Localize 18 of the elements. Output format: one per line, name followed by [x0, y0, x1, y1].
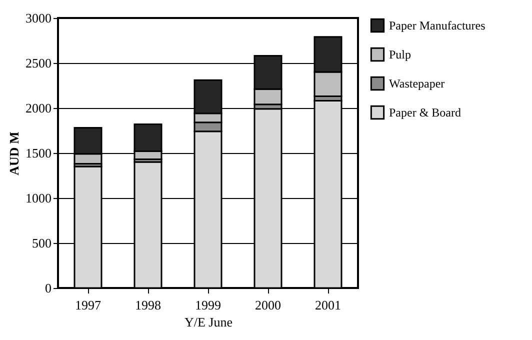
y-tick-label: 0 — [45, 280, 52, 296]
y-axis-title: AUD M — [6, 132, 22, 176]
legend-label: Paper Manufactures — [389, 18, 486, 32]
y-tick-label: 500 — [32, 236, 52, 250]
y-tick-label: 1000 — [26, 190, 52, 206]
y-tick-label: 1500 — [26, 146, 52, 160]
y-tick-label: 2500 — [26, 56, 52, 70]
x-axis-title: Y/E June — [184, 314, 233, 330]
y-tick-label: 2000 — [26, 100, 52, 116]
legend-label: Pulp — [389, 48, 412, 62]
x-tick-label: 1999 — [195, 298, 221, 312]
legend-label: Paper & Board — [389, 106, 461, 120]
x-tick-label: 1998 — [135, 298, 161, 312]
x-tick-label: 2001 — [315, 298, 341, 312]
y-tick-label: 3000 — [26, 10, 52, 26]
legend-label: Wastepaper — [389, 76, 445, 90]
x-tick-label: 1997 — [75, 298, 102, 312]
x-tick-label: 2000 — [255, 298, 281, 312]
